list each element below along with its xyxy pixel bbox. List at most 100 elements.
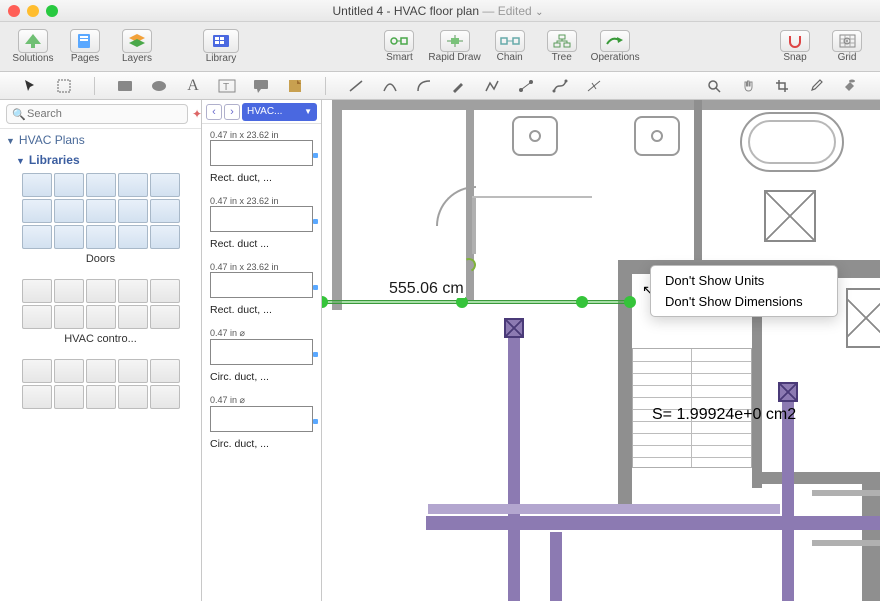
grid-button[interactable]: Grid xyxy=(824,30,870,63)
eyedropper-tool[interactable] xyxy=(806,76,826,96)
zoom-window-button[interactable] xyxy=(46,5,58,17)
selection-handle[interactable] xyxy=(624,296,636,308)
palette-shape[interactable] xyxy=(118,173,148,197)
duct-vertical xyxy=(508,322,520,601)
shape-thumbnail[interactable]: 0.47 in ⌀Circ. duct, ... xyxy=(210,395,313,450)
palette-shape[interactable] xyxy=(22,225,52,249)
magic-wand-icon[interactable]: ✦ xyxy=(192,106,202,122)
palette-shape[interactable] xyxy=(22,279,52,303)
duct-vertical xyxy=(550,532,562,601)
palette-shape[interactable] xyxy=(54,385,84,409)
thumbs-breadcrumb[interactable]: HVAC...▼ xyxy=(242,103,317,121)
palette-hvac-label: HVAC contro... xyxy=(22,329,179,353)
palette-shape[interactable] xyxy=(118,225,148,249)
pan-tool[interactable] xyxy=(738,76,758,96)
library-search-input[interactable] xyxy=(6,104,188,124)
bathtub-fixture xyxy=(740,112,844,172)
text-tool[interactable]: A xyxy=(183,76,203,96)
pages-button[interactable]: Pages xyxy=(62,29,108,64)
segment-tool[interactable] xyxy=(584,76,604,96)
palette-shape[interactable] xyxy=(150,225,180,249)
palette-shape[interactable] xyxy=(150,173,180,197)
thumbs-forward-button[interactable]: › xyxy=(224,104,240,120)
thumb-caption: 0.47 in ⌀ xyxy=(210,395,313,406)
close-window-button[interactable] xyxy=(8,5,20,17)
palette-shape[interactable] xyxy=(118,385,148,409)
palette-shape[interactable] xyxy=(86,225,116,249)
palette-shape[interactable] xyxy=(150,305,180,329)
shape-thumbnail[interactable]: 0.47 in x 23.62 inRect. duct, ... xyxy=(210,262,313,316)
layers-label: Layers xyxy=(122,53,152,64)
selection-handle[interactable] xyxy=(322,296,328,308)
curve-tool[interactable] xyxy=(380,76,400,96)
solutions-button[interactable]: Solutions xyxy=(10,29,56,64)
minimize-window-button[interactable] xyxy=(27,5,39,17)
equipment-box xyxy=(764,190,816,242)
tree-libraries[interactable]: Libraries xyxy=(0,149,201,169)
library-button[interactable]: Library xyxy=(198,29,244,64)
shape-thumbnail[interactable]: 0.47 in x 23.62 inRect. duct ... xyxy=(210,196,313,250)
chain-button[interactable]: Chain xyxy=(487,30,533,63)
ellipse-tool[interactable] xyxy=(149,76,169,96)
paint-tool[interactable] xyxy=(840,76,860,96)
pen-tool[interactable] xyxy=(448,76,468,96)
connector-tool[interactable] xyxy=(516,76,536,96)
layers-button[interactable]: Layers xyxy=(114,29,160,64)
operations-button[interactable]: Operations xyxy=(591,30,640,63)
polyline-tool[interactable] xyxy=(482,76,502,96)
palette-shape[interactable] xyxy=(54,225,84,249)
palette-shape[interactable] xyxy=(54,359,84,383)
tree-root[interactable]: HVAC Plans xyxy=(0,129,201,149)
palette-shape[interactable] xyxy=(118,199,148,223)
palette-shape[interactable] xyxy=(22,173,52,197)
palette-shape[interactable] xyxy=(54,199,84,223)
crop-tool[interactable] xyxy=(772,76,792,96)
bezier-tool[interactable] xyxy=(550,76,570,96)
tree-button[interactable]: Tree xyxy=(539,30,585,63)
palette-shape[interactable] xyxy=(22,199,52,223)
palette-shape[interactable] xyxy=(86,359,116,383)
palette-shape[interactable] xyxy=(22,359,52,383)
palette-shape[interactable] xyxy=(86,385,116,409)
palette-shape[interactable] xyxy=(150,359,180,383)
palette-shape[interactable] xyxy=(86,173,116,197)
pointer-tool[interactable] xyxy=(20,76,40,96)
menu-dont-show-units[interactable]: Don't Show Units xyxy=(651,270,837,291)
palette-shape[interactable] xyxy=(86,305,116,329)
context-menu: Don't Show Units Don't Show Dimensions xyxy=(650,265,838,317)
palette-shape[interactable] xyxy=(150,199,180,223)
palette-shape[interactable] xyxy=(22,385,52,409)
solutions-label: Solutions xyxy=(12,53,53,64)
palette-shape[interactable] xyxy=(118,305,148,329)
snap-button[interactable]: Snap xyxy=(772,30,818,63)
selection-handle[interactable] xyxy=(576,296,588,308)
thumbs-back-button[interactable]: ‹ xyxy=(206,104,222,120)
sink-fixture xyxy=(634,116,680,156)
palette-shape[interactable] xyxy=(118,279,148,303)
rect-tool[interactable] xyxy=(115,76,135,96)
shape-thumbnail[interactable]: 0.47 in x 23.62 inRect. duct, ... xyxy=(210,130,313,184)
line-tool[interactable] xyxy=(346,76,366,96)
textbox-tool[interactable]: T xyxy=(217,76,237,96)
zoom-tool[interactable] xyxy=(704,76,724,96)
note-tool[interactable] xyxy=(285,76,305,96)
palette-shape[interactable] xyxy=(86,279,116,303)
palette-shape[interactable] xyxy=(54,279,84,303)
arc-tool[interactable] xyxy=(414,76,434,96)
palette-shape[interactable] xyxy=(54,305,84,329)
palette-shape[interactable] xyxy=(150,279,180,303)
shape-thumbnail[interactable]: 0.47 in ⌀Circ. duct, ... xyxy=(210,328,313,383)
marquee-tool[interactable] xyxy=(54,76,74,96)
palette-shape[interactable] xyxy=(150,385,180,409)
smart-button[interactable]: Smart xyxy=(376,30,422,63)
palette-shape[interactable] xyxy=(54,173,84,197)
dimension-text: 555.06 cm xyxy=(388,280,465,298)
drawing-canvas[interactable]: 555.06 cm S= 1.99924e+0 cm2 ↖ Don't Show… xyxy=(322,100,880,601)
rapid-draw-button[interactable]: Rapid Draw xyxy=(428,30,480,63)
title-dropdown-icon[interactable]: ⌄ xyxy=(535,7,543,18)
palette-shape[interactable] xyxy=(86,199,116,223)
palette-shape[interactable] xyxy=(118,359,148,383)
menu-dont-show-dimensions[interactable]: Don't Show Dimensions xyxy=(651,291,837,312)
palette-shape[interactable] xyxy=(22,305,52,329)
callout-tool[interactable] xyxy=(251,76,271,96)
